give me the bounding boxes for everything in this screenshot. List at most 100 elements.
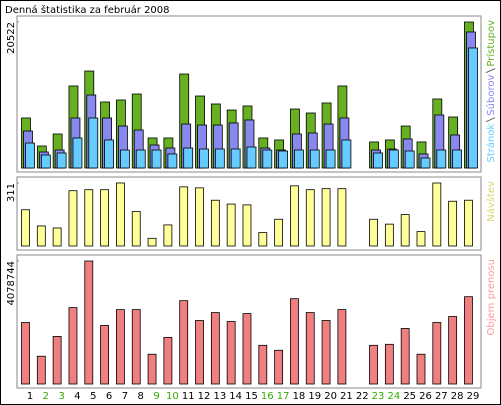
bar [369, 218, 378, 247]
bar [104, 139, 114, 169]
x-tick-label: 11 [182, 391, 195, 402]
x-tick-label: 7 [122, 391, 128, 402]
x-tick-label: 19 [308, 391, 321, 402]
legend: Prístupov Súborov Stránok [485, 20, 497, 163]
bar [84, 260, 94, 385]
bar [416, 353, 426, 385]
bar [278, 150, 289, 169]
bar [179, 186, 189, 247]
bar [183, 147, 194, 169]
bar [321, 320, 331, 385]
bar [321, 188, 331, 247]
x-tick-label: 28 [451, 391, 464, 402]
bar [274, 349, 284, 385]
bar [290, 185, 299, 247]
bar [116, 309, 125, 385]
x-tick-label: 5 [90, 391, 96, 402]
bar [100, 189, 109, 247]
x-tick-label: 12 [198, 391, 211, 402]
bar [305, 189, 315, 247]
bar [167, 153, 178, 169]
bar [151, 149, 162, 169]
bar [230, 148, 241, 169]
bar [147, 353, 157, 385]
x-tick-label: 14 [229, 391, 242, 402]
bar [432, 322, 442, 385]
legend: Objem prenosu [486, 259, 497, 335]
bar [36, 225, 46, 247]
bar [468, 47, 478, 169]
bar [464, 199, 473, 247]
x-tick-label: 1 [27, 391, 33, 402]
x-tick-label: 22 [356, 391, 369, 402]
bar [420, 157, 431, 169]
bar [163, 336, 173, 385]
bar [21, 322, 30, 385]
chart-title: Denná štatistika za február 2008 [5, 4, 170, 16]
x-tick-label: 20 [324, 391, 337, 402]
bar [388, 149, 399, 169]
bar [199, 148, 209, 169]
bar [258, 232, 268, 247]
bar [116, 182, 125, 247]
x-tick-label: 6 [106, 391, 112, 402]
bar [294, 149, 304, 169]
bar [274, 218, 284, 247]
legend-entry: Stránok [485, 124, 497, 163]
x-tick-label: 23 [372, 391, 385, 402]
y-tick-label: 20522 [6, 22, 17, 54]
bar [369, 344, 378, 385]
y-tick-label: 311 [6, 183, 17, 202]
bar [309, 149, 320, 169]
bar [88, 117, 99, 169]
x-tick-label: 2 [43, 391, 49, 402]
bar [436, 149, 447, 169]
bar [195, 320, 204, 385]
bar [210, 199, 220, 247]
bar [290, 298, 299, 385]
x-tick-label: 13 [213, 391, 226, 402]
legend-separator [485, 68, 496, 74]
bar [163, 224, 173, 247]
bar [100, 325, 109, 385]
bar [384, 343, 394, 385]
bar [56, 152, 67, 169]
bar [432, 182, 442, 247]
bar [131, 309, 141, 385]
legend-separator [485, 117, 496, 123]
x-tick-label: 17 [277, 391, 290, 402]
x-tick-label: 16 [261, 391, 274, 402]
bar [226, 321, 236, 385]
x-tick-label: 18 [293, 391, 306, 402]
bar [131, 211, 141, 247]
bar [337, 309, 347, 385]
bar [404, 150, 415, 169]
bar [258, 344, 268, 385]
bar [135, 149, 146, 169]
bar [246, 146, 257, 169]
legend-entry: Objem prenosu [486, 259, 497, 335]
bar [68, 190, 78, 247]
bar [179, 300, 189, 385]
x-tick-label: 15 [245, 391, 258, 402]
y-tick-label: 4078744 [6, 261, 17, 306]
x-tick-label: 25 [403, 391, 416, 402]
bar [305, 312, 315, 385]
x-tick-label: 26 [419, 391, 432, 402]
legend-entry: Prístupov [485, 20, 497, 67]
bar [341, 139, 352, 169]
x-tick-label: 24 [387, 391, 400, 402]
bar [25, 142, 35, 169]
bar [40, 154, 51, 169]
bar [214, 148, 225, 169]
bar [242, 204, 252, 247]
x-tick-label: 4 [74, 391, 80, 402]
bar [147, 237, 157, 247]
bar [448, 316, 458, 385]
legend-entry: Návštev [485, 181, 497, 222]
bar [84, 189, 94, 247]
bar [120, 149, 130, 169]
bar [400, 328, 410, 385]
x-tick-label: 29 [467, 391, 480, 402]
